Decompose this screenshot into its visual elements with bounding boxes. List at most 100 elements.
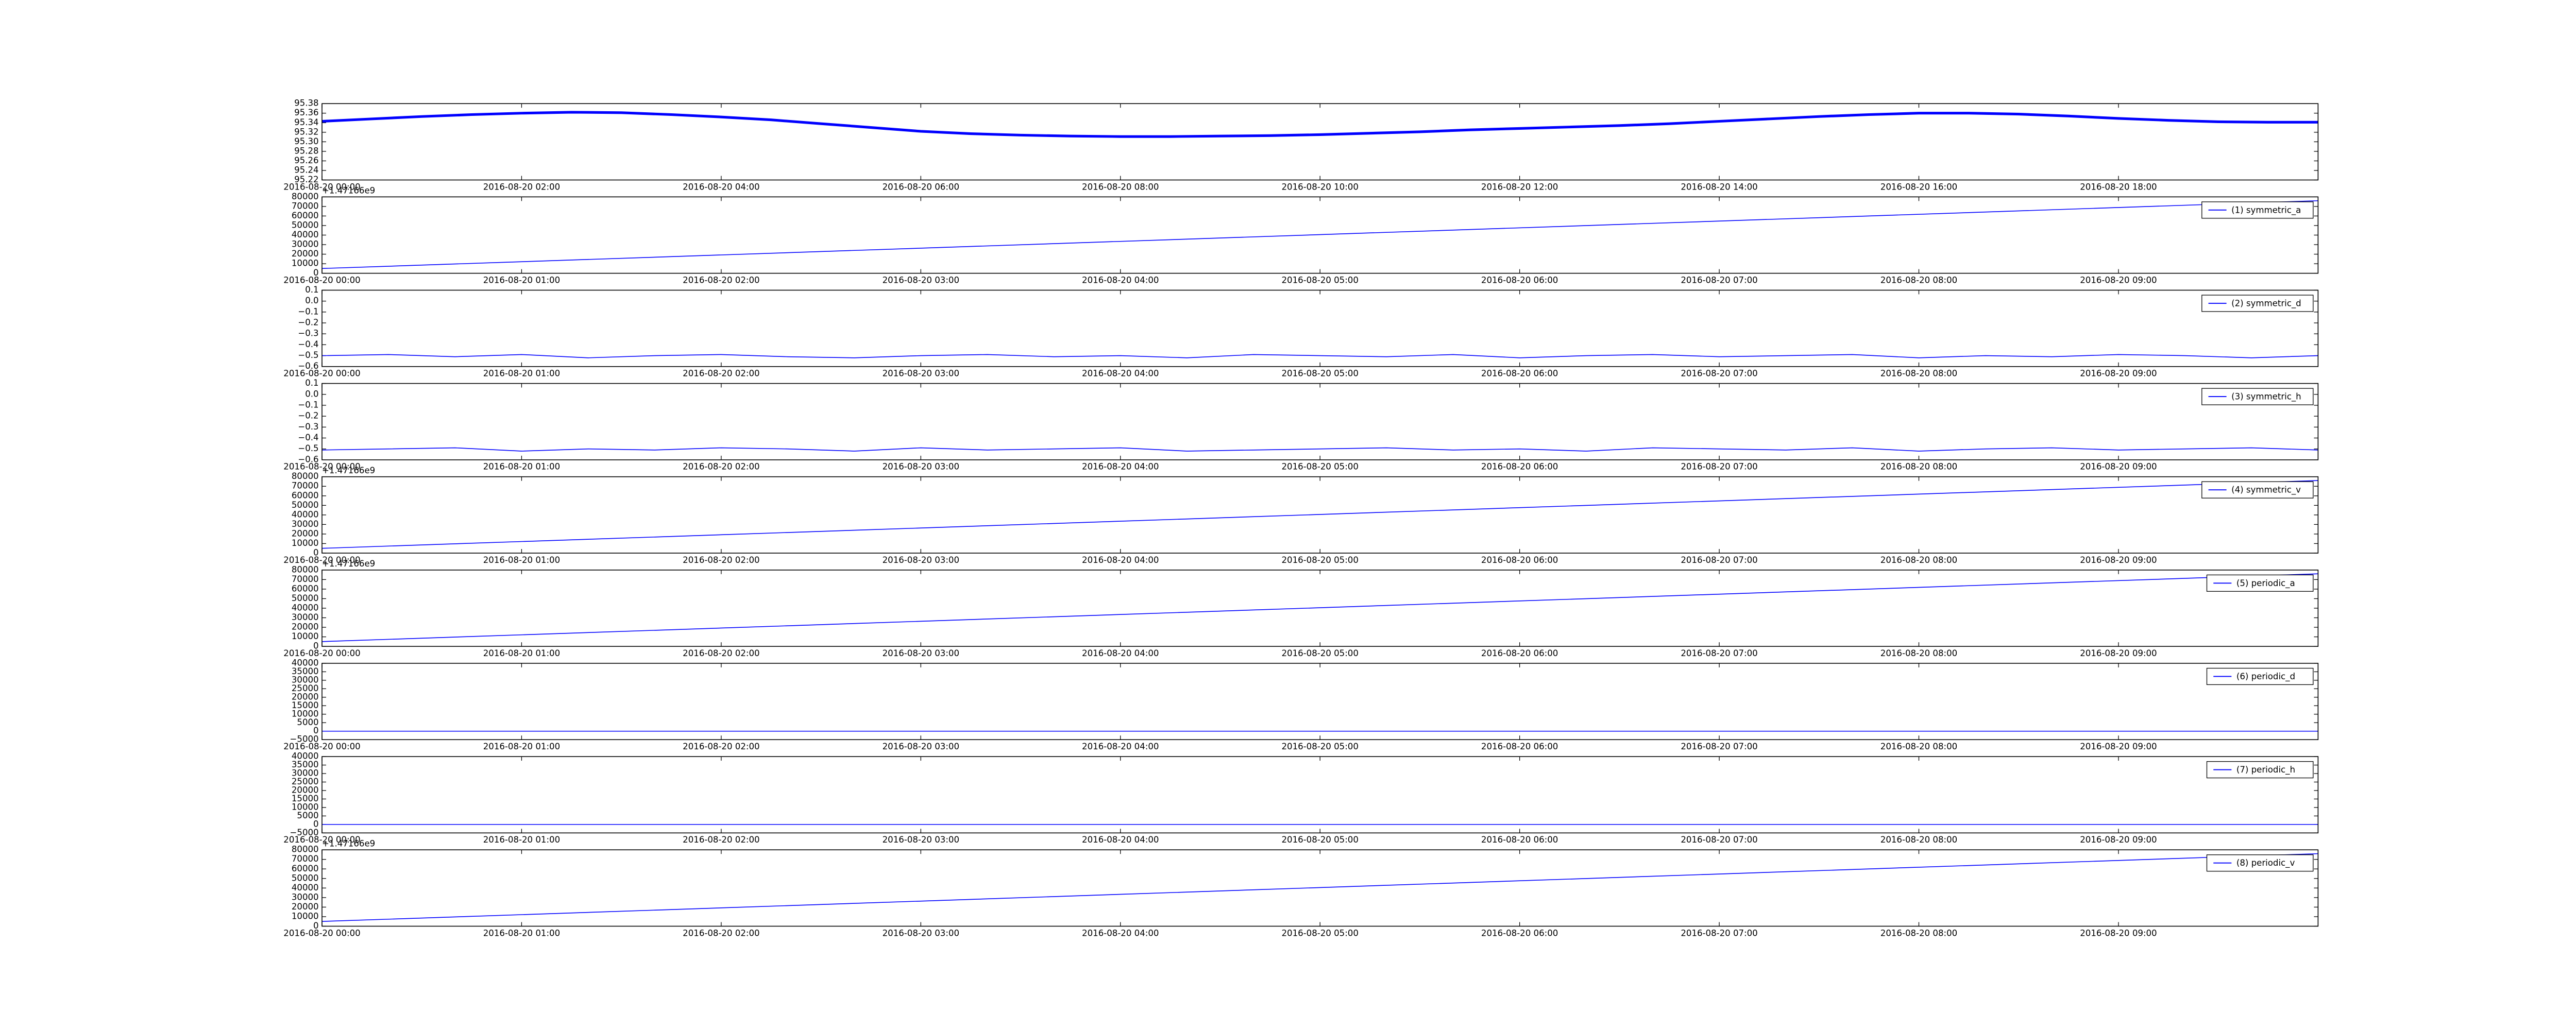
x-tick-label: 2016-08-20 05:00 (1281, 555, 1358, 565)
y-tick-label: 70000 (292, 854, 319, 864)
x-tick-label: 2016-08-20 06:00 (1481, 555, 1558, 565)
y-tick-label: 20000 (292, 692, 319, 701)
offset-text: +1.47166e9 (322, 839, 375, 849)
data-line (321, 573, 2318, 642)
x-tick-label: 2016-08-20 01:00 (483, 462, 560, 472)
x-tick-label: 2016-08-20 02:00 (483, 182, 560, 192)
y-tick-label: 95.22 (294, 175, 318, 184)
x-tick-label: 2016-08-20 06:00 (1481, 835, 1558, 845)
y-tick-label: 25000 (292, 683, 319, 693)
y-tick-label: 50000 (292, 873, 319, 883)
x-tick-label: 2016-08-20 02:00 (683, 835, 759, 845)
x-tick-label: 2016-08-20 18:00 (2080, 182, 2157, 192)
x-tick-label: 2016-08-20 07:00 (1681, 835, 1757, 845)
y-tick-label: −0.5 (298, 443, 318, 453)
y-tick-label: −0.5 (298, 350, 318, 360)
x-tick-label: 2016-08-20 05:00 (1281, 648, 1358, 658)
data-line (321, 200, 2318, 269)
y-tick-label: 20000 (292, 249, 319, 259)
axes-frame (321, 383, 2319, 460)
y-tick-label: 25000 (292, 777, 319, 786)
y-tick-label: 0 (313, 547, 319, 557)
x-tick-label: 2016-08-20 05:00 (1281, 835, 1358, 845)
x-tick-label: 2016-08-20 09:00 (2080, 369, 2157, 379)
y-tick-label: 35000 (292, 760, 319, 769)
legend-label: (7) periodic_h (2236, 765, 2295, 775)
x-tick-label: 2016-08-20 08:00 (1880, 369, 1957, 379)
x-tick-label: 2016-08-20 00:00 (283, 275, 360, 285)
x-tick-label: 2016-08-20 03:00 (883, 462, 959, 472)
offset-text: +1.47166e9 (322, 559, 375, 569)
x-tick-label: 2016-08-20 00:00 (283, 648, 360, 658)
legend-label: (2) symmetric_d (2231, 298, 2301, 308)
y-tick-label: 70000 (292, 201, 319, 211)
x-tick-label: 2016-08-20 03:00 (883, 369, 959, 379)
y-tick-label: 40000 (292, 230, 319, 239)
legend-label: (6) periodic_d (2236, 672, 2295, 682)
y-tick-label: 30000 (292, 519, 319, 529)
y-tick-label: 80000 (292, 564, 319, 574)
axes-frame (321, 756, 2319, 834)
y-tick-label: 0 (313, 641, 319, 651)
y-tick-label: 0 (313, 268, 319, 278)
y-tick-label: 50000 (292, 500, 319, 510)
y-tick-label: 40000 (292, 509, 319, 519)
data-line (321, 354, 2318, 358)
y-tick-label: 0 (313, 819, 319, 829)
y-tick-label: 5000 (297, 811, 318, 820)
x-tick-label: 2016-08-20 06:00 (1481, 742, 1558, 751)
y-tick-label: 95.32 (294, 127, 318, 136)
data-line (321, 853, 2318, 922)
y-tick-label: 30000 (292, 768, 319, 778)
offset-text: +1.47166e9 (322, 186, 375, 196)
y-tick-label: 50000 (292, 593, 319, 603)
axes-background (322, 197, 2318, 273)
y-tick-label: −5000 (290, 734, 319, 744)
y-tick-label: −0.4 (298, 433, 318, 442)
x-tick-label: 2016-08-20 08:00 (1082, 182, 1159, 192)
y-tick-label: 0.0 (305, 389, 318, 399)
x-tick-label: 2016-08-20 01:00 (483, 369, 560, 379)
y-tick-label: 30000 (292, 892, 319, 902)
y-tick-label: 80000 (292, 471, 319, 481)
y-tick-label: 60000 (292, 864, 319, 873)
y-tick-label: 80000 (292, 192, 319, 201)
y-tick-label: 95.30 (294, 136, 318, 146)
axes-background (322, 757, 2318, 833)
axes-background (322, 104, 2318, 180)
x-tick-label: 2016-08-20 03:00 (883, 555, 959, 565)
y-tick-label: 20000 (292, 528, 319, 538)
x-tick-label: 2016-08-20 08:00 (1880, 275, 1957, 285)
y-tick-label: 0 (313, 726, 319, 735)
y-tick-label: 70000 (292, 481, 319, 491)
legend-label: (1) symmetric_a (2231, 205, 2301, 215)
y-tick-label: 10000 (292, 911, 319, 921)
x-tick-label: 2016-08-20 03:00 (883, 928, 959, 938)
y-tick-label: 70000 (292, 574, 319, 584)
axes-background (322, 570, 2318, 647)
axes-frame (321, 196, 2319, 274)
y-tick-label: −0.4 (298, 339, 318, 349)
y-tick-label: −0.3 (298, 329, 318, 338)
x-tick-label: 2016-08-20 04:00 (1082, 369, 1159, 379)
x-tick-label: 2016-08-20 00:00 (283, 835, 360, 845)
y-tick-label: 15000 (292, 700, 319, 710)
x-tick-label: 2016-08-20 01:00 (483, 275, 560, 285)
x-tick-label: 2016-08-20 08:00 (1880, 462, 1957, 472)
x-tick-label: 2016-08-20 00:00 (283, 742, 360, 751)
x-tick-label: 2016-08-20 05:00 (1281, 928, 1358, 938)
x-tick-label: 2016-08-20 00:00 (283, 928, 360, 938)
x-tick-label: 2016-08-20 14:00 (1681, 182, 1757, 192)
y-tick-label: 40000 (292, 883, 319, 892)
offset-text: +1.47166e9 (322, 466, 375, 475)
x-tick-label: 2016-08-20 06:00 (1481, 462, 1558, 472)
x-tick-label: 2016-08-20 06:00 (1481, 648, 1558, 658)
x-tick-label: 2016-08-20 07:00 (1681, 648, 1757, 658)
x-tick-label: 2016-08-20 09:00 (2080, 275, 2157, 285)
x-tick-label: 2016-08-20 08:00 (1880, 928, 1957, 938)
y-tick-label: 95.36 (294, 108, 318, 117)
x-tick-label: 2016-08-20 04:00 (683, 182, 759, 192)
x-tick-label: 2016-08-20 01:00 (483, 742, 560, 751)
x-tick-label: 2016-08-20 08:00 (1880, 742, 1957, 751)
